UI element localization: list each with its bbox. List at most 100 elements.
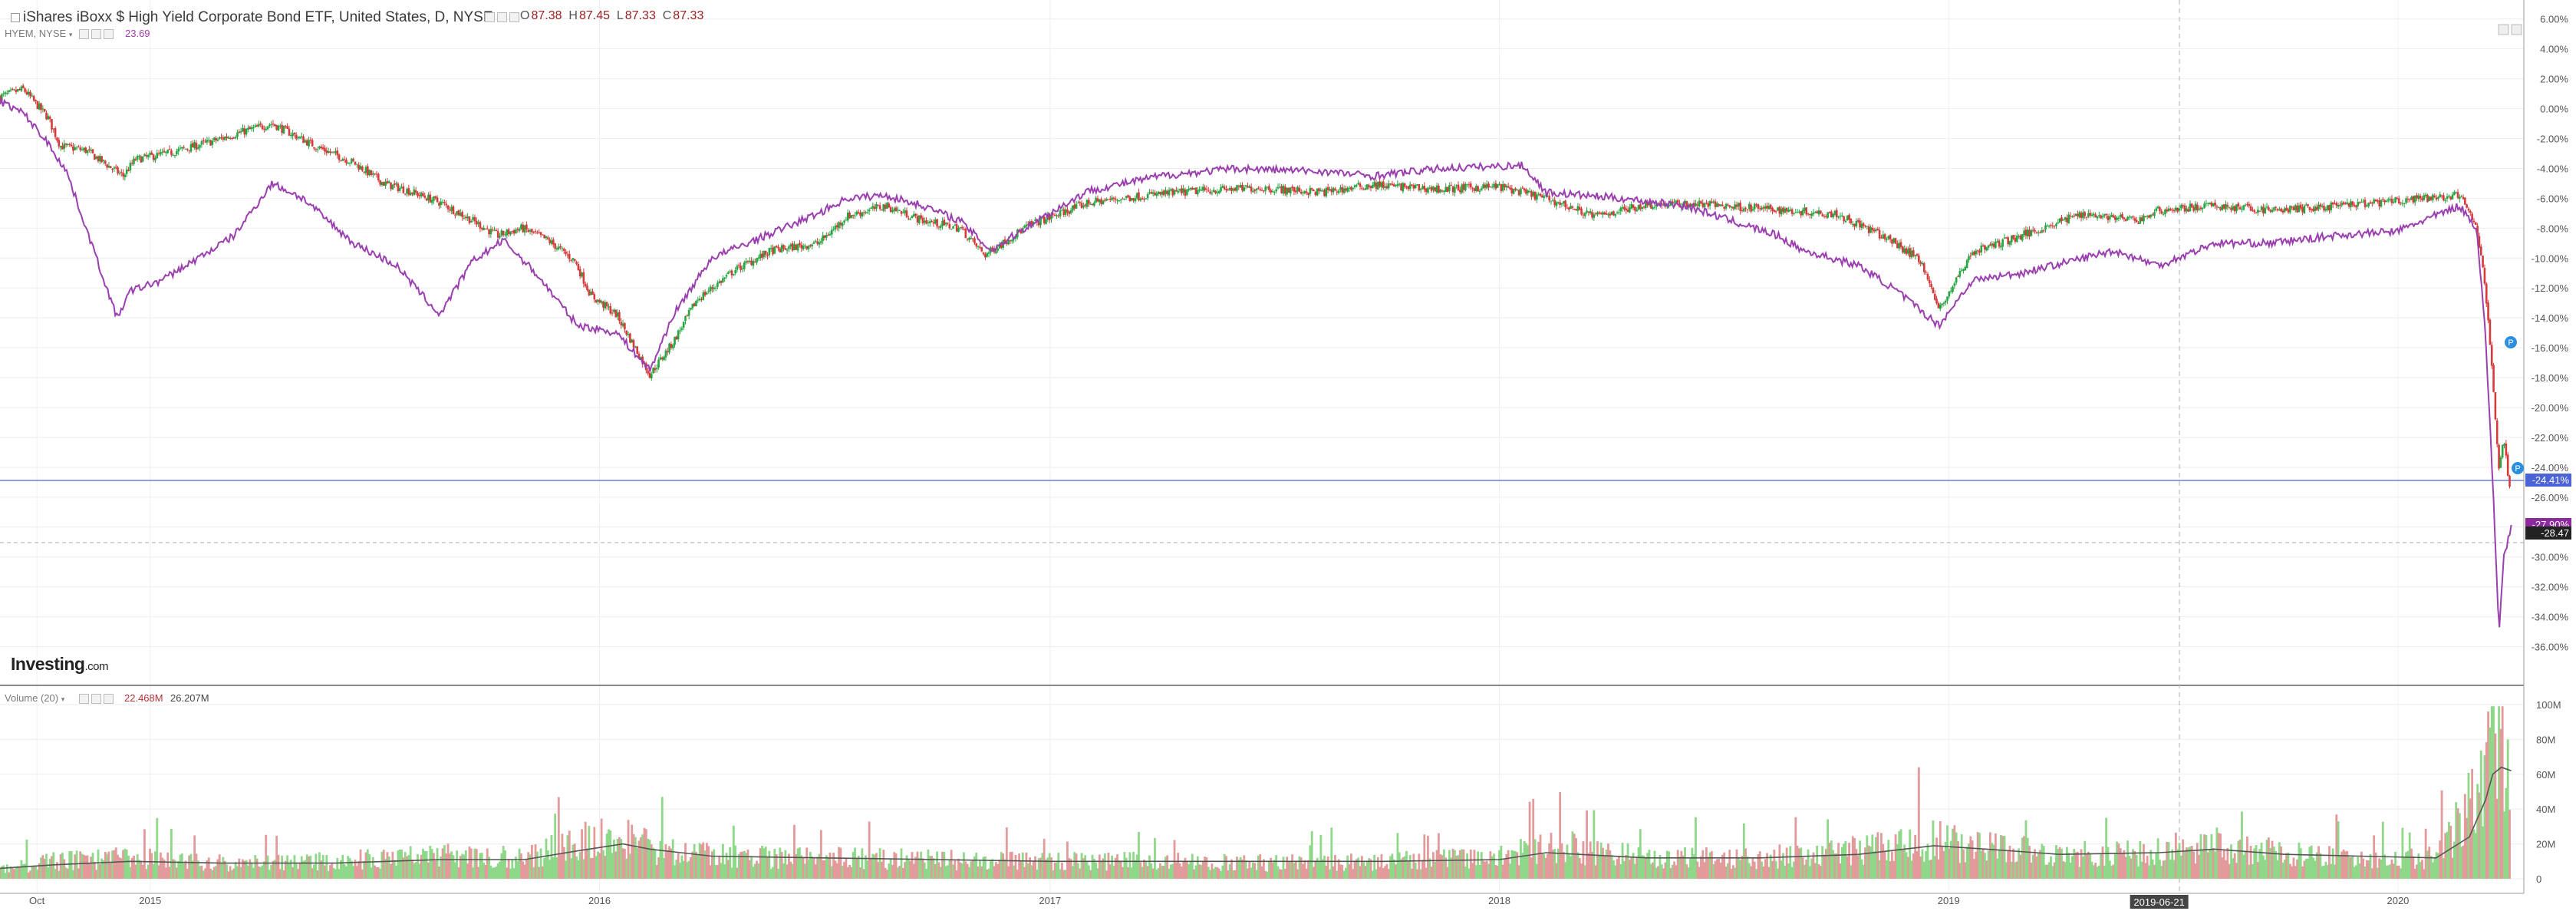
compare-symbol[interactable]: HYEM, NYSE ▾ bbox=[5, 28, 72, 39]
volume-bar bbox=[1949, 840, 1952, 879]
volume-bar bbox=[1250, 867, 1253, 879]
low-value: 87.33 bbox=[624, 9, 656, 22]
volume-bar bbox=[1368, 858, 1371, 879]
volume-bar bbox=[2230, 844, 2232, 879]
candle-body bbox=[1962, 269, 1965, 271]
volume-bar bbox=[891, 865, 894, 879]
volume-bar bbox=[384, 859, 387, 879]
candle-body bbox=[1933, 293, 1936, 300]
candle-body bbox=[1441, 190, 1444, 192]
settings-icon[interactable] bbox=[485, 12, 495, 22]
candle-body bbox=[605, 302, 608, 307]
collapse-icon[interactable] bbox=[11, 12, 20, 22]
maximize-icon[interactable] bbox=[2511, 24, 2522, 35]
chevron-down-icon[interactable]: ▾ bbox=[68, 31, 73, 38]
candle-body bbox=[703, 292, 707, 295]
volume-bar bbox=[1657, 866, 1660, 879]
volume-bar bbox=[1496, 866, 1499, 879]
candle-body bbox=[1550, 200, 1553, 202]
candle-body bbox=[1751, 209, 1754, 211]
candle-body bbox=[1345, 188, 1347, 191]
volume-bar bbox=[1207, 866, 1210, 879]
volume-bar bbox=[40, 857, 42, 879]
volume-bar bbox=[591, 858, 594, 879]
volume-bar bbox=[1707, 857, 1710, 879]
symbol-title[interactable]: iShares iBoxx $ High Yield Corporate Bon… bbox=[11, 9, 501, 26]
volume-bar bbox=[446, 843, 450, 879]
hide-icon[interactable] bbox=[91, 694, 101, 704]
volume-bar bbox=[2190, 846, 2193, 879]
candle-body bbox=[468, 216, 471, 223]
volume-bar bbox=[281, 855, 284, 879]
volume-title[interactable]: Volume (20) ▾ bbox=[5, 692, 64, 704]
pane-buttons[interactable] bbox=[2498, 24, 2522, 35]
volume-bar bbox=[1237, 860, 1240, 879]
candle-body bbox=[1782, 207, 1784, 212]
close-icon[interactable] bbox=[104, 694, 114, 704]
candle-body bbox=[698, 299, 701, 301]
volume-bar bbox=[375, 866, 378, 879]
volume-bar bbox=[538, 866, 541, 879]
volume-bar bbox=[382, 850, 385, 879]
candle-body bbox=[2294, 205, 2297, 210]
hide-icon[interactable] bbox=[91, 29, 101, 39]
volume-bar bbox=[1762, 866, 1765, 879]
volume-bar bbox=[2347, 857, 2350, 879]
candle-body bbox=[504, 234, 506, 236]
volume-bar bbox=[2051, 866, 2054, 879]
candle-body bbox=[270, 124, 272, 126]
volume-bar bbox=[686, 862, 689, 879]
volume-bar bbox=[987, 868, 990, 879]
candle-body bbox=[582, 272, 585, 284]
volume-bar bbox=[1678, 857, 1681, 879]
volume-bar bbox=[548, 860, 552, 879]
compare-line-hyem[interactable] bbox=[0, 96, 2512, 628]
volume-bar bbox=[2137, 866, 2140, 879]
candle-body bbox=[1594, 213, 1597, 215]
candle-body bbox=[1059, 210, 1062, 216]
candle-body bbox=[763, 250, 766, 257]
candle-body bbox=[483, 227, 485, 230]
candle-body bbox=[1339, 187, 1342, 190]
volume-bar bbox=[1236, 857, 1238, 879]
candle-body bbox=[1698, 200, 1701, 207]
volume-bar bbox=[772, 866, 774, 879]
candle-body bbox=[1389, 183, 1392, 185]
candle-body bbox=[2299, 204, 2302, 209]
settings-icon[interactable] bbox=[79, 694, 89, 704]
marker-circle-1[interactable] bbox=[2505, 336, 2517, 348]
volume-bar bbox=[870, 857, 872, 879]
volume-bar bbox=[4, 873, 7, 879]
candle-body bbox=[1833, 210, 1836, 215]
candle-body bbox=[1128, 196, 1132, 201]
volume-bar bbox=[1318, 860, 1320, 879]
marker-circle-2[interactable] bbox=[2512, 462, 2524, 474]
y-axis-main[interactable]: 6.00%4.00%2.00%0.00%-2.00%-4.00%-6.00%-8… bbox=[2532, 14, 2569, 653]
volume-bar bbox=[129, 866, 132, 879]
candle-body bbox=[479, 222, 482, 229]
volume-bar bbox=[1125, 857, 1128, 879]
volume-bar bbox=[298, 862, 301, 879]
candle-body bbox=[400, 186, 403, 189]
candle-body bbox=[2144, 216, 2147, 217]
close-icon[interactable] bbox=[509, 12, 519, 22]
volume-bar bbox=[2342, 849, 2345, 879]
settings-icon[interactable] bbox=[79, 29, 89, 39]
candle-body bbox=[1307, 192, 1309, 196]
volume-bar bbox=[1314, 860, 1317, 879]
chevron-down-icon[interactable]: ▾ bbox=[61, 695, 65, 703]
close-icon[interactable] bbox=[104, 29, 114, 39]
volume-bar bbox=[1662, 868, 1665, 879]
volume-bar bbox=[117, 854, 119, 879]
hide-icon[interactable] bbox=[497, 12, 507, 22]
volume-bar bbox=[2490, 706, 2493, 879]
volume-bar bbox=[450, 851, 453, 879]
volume-bar bbox=[2467, 772, 2470, 879]
volume-bar bbox=[1883, 852, 1886, 879]
marker-icon[interactable]: P P bbox=[2505, 336, 2524, 474]
volume-bar bbox=[684, 843, 687, 879]
restore-icon[interactable] bbox=[2498, 24, 2509, 35]
